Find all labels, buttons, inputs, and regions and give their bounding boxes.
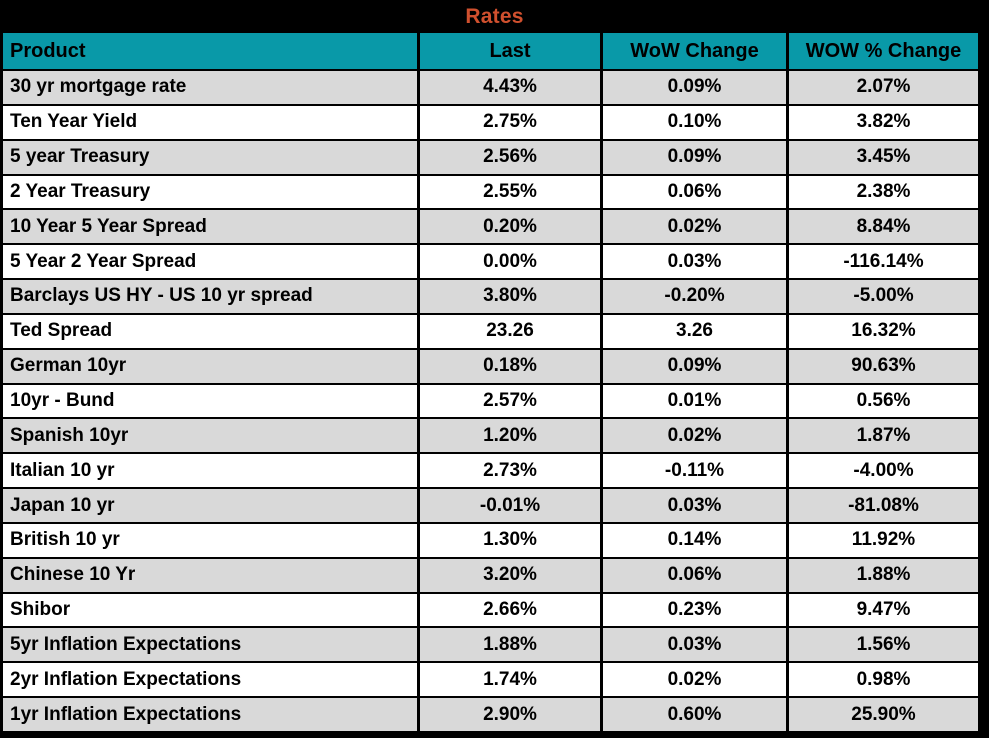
wow-pct-change-cell: 16.32%	[789, 314, 978, 348]
wow-change-cell: 0.23%	[603, 593, 786, 627]
wow-change-cell: -0.11%	[603, 454, 786, 488]
wow-pct-change-cell: -4.00%	[789, 454, 978, 488]
last-cell: 2.73%	[420, 454, 600, 488]
last-cell: 1.88%	[420, 628, 600, 662]
product-cell: 10 Year 5 Year Spread	[3, 210, 417, 244]
last-cell: 2.66%	[420, 593, 600, 627]
wow-change-cell: 0.14%	[603, 523, 786, 557]
wow-change-cell: 3.26	[603, 314, 786, 348]
wow-pct-change-cell: 1.56%	[789, 628, 978, 662]
product-cell: Spanish 10yr	[3, 419, 417, 453]
wow-change-cell: 0.60%	[603, 698, 786, 731]
header-cell-wow-pct-change: WOW % Change	[789, 33, 978, 69]
wow-pct-change-cell: 2.07%	[789, 71, 978, 104]
header-cell-product: Product	[3, 33, 417, 69]
last-cell: 2.55%	[420, 175, 600, 209]
wow-change-cell: 0.02%	[603, 210, 786, 244]
wow-change-cell: 0.06%	[603, 558, 786, 592]
wow-change-cell: 0.09%	[603, 140, 786, 174]
product-cell: 30 yr mortgage rate	[3, 71, 417, 104]
product-cell: Shibor	[3, 593, 417, 627]
wow-change-cell: 0.06%	[603, 175, 786, 209]
last-cell: 0.20%	[420, 210, 600, 244]
title-bar: Rates	[0, 0, 989, 33]
product-cell: Italian 10 yr	[3, 454, 417, 488]
wow-pct-change-cell: -5.00%	[789, 280, 978, 313]
last-cell: 2.57%	[420, 384, 600, 418]
last-cell: -0.01%	[420, 489, 600, 522]
wow-change-cell: 0.02%	[603, 419, 786, 453]
product-cell: 5 Year 2 Year Spread	[3, 245, 417, 279]
page-title: Rates	[465, 4, 524, 28]
wow-change-cell: 0.09%	[603, 71, 786, 104]
last-cell: 2.56%	[420, 140, 600, 174]
product-cell: Ten Year Yield	[3, 105, 417, 139]
product-cell: 5yr Inflation Expectations	[3, 628, 417, 662]
wow-pct-change-cell: -81.08%	[789, 489, 978, 522]
rates-table: Product Last WoW Change WOW % Change 30 …	[3, 33, 978, 731]
product-cell: Chinese 10 Yr	[3, 558, 417, 592]
wow-pct-change-cell: -116.14%	[789, 245, 978, 279]
wow-pct-change-cell: 0.98%	[789, 663, 978, 697]
last-cell: 0.00%	[420, 245, 600, 279]
wow-pct-change-cell: 11.92%	[789, 523, 978, 557]
wow-change-cell: -0.20%	[603, 280, 786, 313]
product-cell: Ted Spread	[3, 314, 417, 348]
product-cell: 1yr Inflation Expectations	[3, 698, 417, 731]
product-cell: 10yr - Bund	[3, 384, 417, 418]
product-cell: 2 Year Treasury	[3, 175, 417, 209]
wow-pct-change-cell: 1.88%	[789, 558, 978, 592]
last-cell: 3.80%	[420, 280, 600, 313]
product-cell: German 10yr	[3, 349, 417, 383]
wow-pct-change-cell: 2.38%	[789, 175, 978, 209]
wow-change-cell: 0.03%	[603, 489, 786, 522]
last-cell: 1.20%	[420, 419, 600, 453]
product-cell: British 10 yr	[3, 523, 417, 557]
header-cell-wow-change: WoW Change	[603, 33, 786, 69]
wow-pct-change-cell: 25.90%	[789, 698, 978, 731]
last-cell: 1.30%	[420, 523, 600, 557]
wow-pct-change-cell: 0.56%	[789, 384, 978, 418]
wow-change-cell: 0.03%	[603, 245, 786, 279]
product-cell: 5 year Treasury	[3, 140, 417, 174]
last-cell: 23.26	[420, 314, 600, 348]
wow-pct-change-cell: 3.82%	[789, 105, 978, 139]
last-cell: 1.74%	[420, 663, 600, 697]
wow-change-cell: 0.10%	[603, 105, 786, 139]
product-cell: Japan 10 yr	[3, 489, 417, 522]
wow-change-cell: 0.02%	[603, 663, 786, 697]
wow-change-cell: 0.09%	[603, 349, 786, 383]
wow-change-cell: 0.01%	[603, 384, 786, 418]
wow-pct-change-cell: 8.84%	[789, 210, 978, 244]
wow-pct-change-cell: 1.87%	[789, 419, 978, 453]
product-cell: 2yr Inflation Expectations	[3, 663, 417, 697]
last-cell: 4.43%	[420, 71, 600, 104]
wow-pct-change-cell: 9.47%	[789, 593, 978, 627]
last-cell: 3.20%	[420, 558, 600, 592]
wow-pct-change-cell: 90.63%	[789, 349, 978, 383]
wow-pct-change-cell: 3.45%	[789, 140, 978, 174]
header-cell-last: Last	[420, 33, 600, 69]
wow-change-cell: 0.03%	[603, 628, 786, 662]
last-cell: 0.18%	[420, 349, 600, 383]
last-cell: 2.90%	[420, 698, 600, 731]
product-cell: Barclays US HY - US 10 yr spread	[3, 280, 417, 313]
last-cell: 2.75%	[420, 105, 600, 139]
